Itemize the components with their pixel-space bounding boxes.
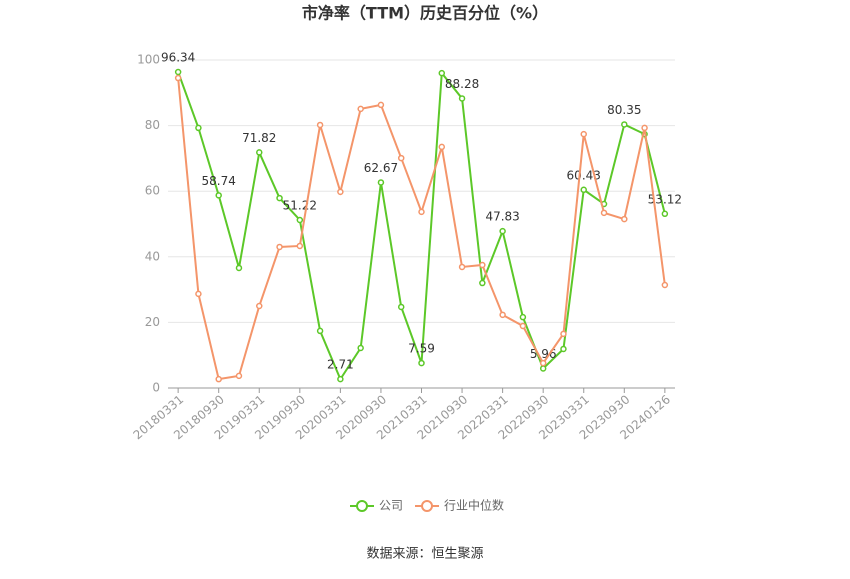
point <box>499 227 506 235</box>
data-label: 80.35 <box>607 103 641 117</box>
legend-label: 行业中位数 <box>444 498 504 513</box>
data-label: 58.74 <box>202 174 236 188</box>
point <box>539 359 547 367</box>
point <box>418 208 425 216</box>
point <box>276 243 283 251</box>
series-line <box>177 77 666 381</box>
data-label: 7.59 <box>408 342 435 356</box>
data-label: 51.22 <box>283 198 317 212</box>
data-label: 88.28 <box>445 77 479 91</box>
point <box>195 290 202 298</box>
point <box>458 95 466 102</box>
source: 数据来源：恒生聚源 <box>366 547 483 562</box>
point <box>337 375 344 383</box>
point <box>600 209 608 217</box>
legend-label: 公司 <box>379 499 403 513</box>
point <box>215 192 222 199</box>
data-label: 62.67 <box>364 161 398 175</box>
point <box>174 68 182 76</box>
chart-title: 市净率（TTM）历史百分位（%） <box>302 4 548 23</box>
point <box>580 130 587 138</box>
point <box>316 327 324 335</box>
legend-marker <box>356 500 368 512</box>
point <box>519 313 527 321</box>
point <box>316 121 324 129</box>
y-tick-label: 100 <box>137 53 160 67</box>
y-tick-label: 80 <box>145 118 160 132</box>
data-label: 60.43 <box>567 168 601 182</box>
point <box>560 345 567 353</box>
data-label: 53.12 <box>648 192 682 206</box>
point <box>215 375 222 383</box>
point <box>539 365 547 372</box>
y-tick-label: 60 <box>145 184 160 198</box>
point <box>458 263 466 271</box>
data-label: 2.71 <box>327 358 354 372</box>
point <box>397 303 405 311</box>
point <box>438 69 446 77</box>
point <box>235 372 243 380</box>
point <box>560 330 567 338</box>
data-label: 96.34 <box>161 51 195 65</box>
point <box>479 279 486 287</box>
data-label: 71.82 <box>242 131 276 145</box>
point <box>357 105 364 113</box>
point <box>296 242 304 250</box>
point <box>397 154 405 162</box>
point <box>621 121 628 128</box>
point <box>296 216 304 224</box>
point <box>337 188 344 196</box>
data-label: 47.83 <box>485 210 519 224</box>
point <box>174 74 182 82</box>
point <box>418 359 425 367</box>
y-tick-label: 40 <box>145 249 160 263</box>
point <box>276 194 283 202</box>
point <box>519 322 527 330</box>
point <box>661 281 669 289</box>
point <box>256 302 263 310</box>
point <box>357 344 364 352</box>
point <box>580 186 587 194</box>
point <box>377 179 385 186</box>
point <box>195 124 202 132</box>
point <box>377 101 385 109</box>
legend-marker <box>421 500 434 512</box>
y-tick-label: 0 <box>152 381 160 395</box>
point <box>661 210 669 218</box>
point <box>641 124 648 132</box>
point <box>479 261 486 269</box>
point <box>438 143 446 151</box>
point <box>256 149 263 156</box>
point <box>621 215 628 223</box>
point <box>235 264 243 272</box>
y-tick-label: 20 <box>145 315 160 329</box>
point <box>499 311 506 319</box>
